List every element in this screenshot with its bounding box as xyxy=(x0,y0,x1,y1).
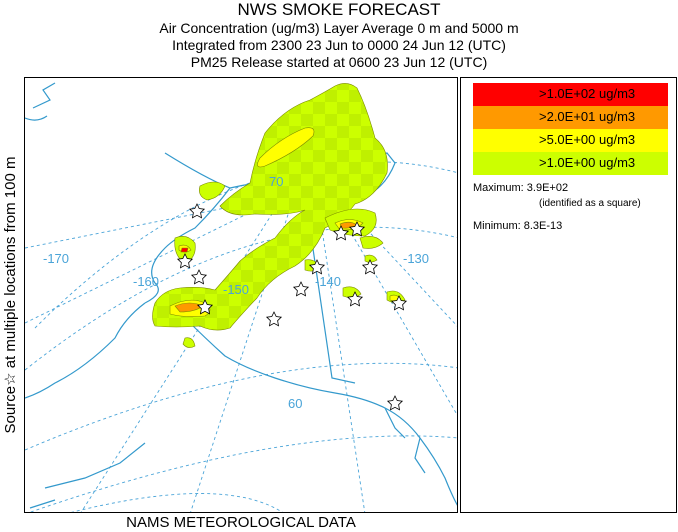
source-star-icon xyxy=(188,203,206,219)
smoke-plume xyxy=(152,83,406,348)
legend-swatch xyxy=(473,152,668,175)
legend-swatch xyxy=(473,129,668,152)
lat-label-60: 60 xyxy=(288,396,302,411)
source-markers xyxy=(176,203,408,411)
legend-item: >2.0E+01 ug/m3 xyxy=(473,106,668,129)
source-star-icon xyxy=(390,295,408,311)
source-star-icon xyxy=(348,221,366,237)
legend-item: >1.0E+00 ug/m3 xyxy=(473,152,668,175)
plume-mid-concentration xyxy=(257,127,315,168)
source-star-icon xyxy=(332,225,350,241)
source-star-icon xyxy=(265,311,283,327)
maximum-note: (identified as a square) xyxy=(539,198,641,209)
map-canvas: 70 60 -170 -160 -150 -140 -130 xyxy=(25,82,457,512)
legend-panel: >1.0E+02 ug/m3 >2.0E+01 ug/m3 >5.0E+00 u… xyxy=(460,77,677,513)
source-star-icon xyxy=(308,259,326,275)
source-star-icon xyxy=(386,395,404,411)
source-star-icon xyxy=(176,253,194,269)
source-label: Source☆ at multiple locations from 100 m xyxy=(2,156,19,434)
legend-swatch xyxy=(473,83,668,106)
legend-label: >1.0E+02 ug/m3 xyxy=(539,86,636,101)
lon-label-130: -130 xyxy=(403,251,429,266)
source-star-icon xyxy=(196,299,214,315)
grid-labels: 70 60 -170 -160 -150 -140 -130 xyxy=(43,174,429,411)
lat-label-70: 70 xyxy=(269,174,283,189)
source-star-icon xyxy=(361,259,379,275)
data-source-footer: NAMS METEOROLOGICAL DATA xyxy=(126,514,356,531)
lon-label-160: -160 xyxy=(133,274,159,289)
plume-low-concentration xyxy=(152,83,388,331)
source-star-icon xyxy=(346,291,364,307)
source-star-icon xyxy=(190,269,208,285)
integration-period: Integrated from 2300 23 Jun to 0000 24 J… xyxy=(172,37,506,53)
legend-item: >1.0E+02 ug/m3 xyxy=(473,83,668,106)
minimum-value: Minimum: 8.3E-13 xyxy=(473,220,563,232)
source-label-container: Source☆ at multiple locations from 100 m xyxy=(0,77,22,513)
maximum-value: Maximum: 3.9E+02 xyxy=(473,182,569,194)
source-star-icon xyxy=(292,281,310,297)
smoke-map: 70 60 -170 -160 -150 -140 -130 xyxy=(24,77,458,513)
legend-label: >1.0E+00 ug/m3 xyxy=(539,155,636,170)
lon-label-150: -150 xyxy=(223,282,249,297)
legend-swatch xyxy=(473,106,668,129)
release-start: PM25 Release started at 0600 23 Jun 12 (… xyxy=(190,54,488,70)
lon-label-170: -170 xyxy=(43,251,69,266)
legend-label: >5.0E+00 ug/m3 xyxy=(539,132,636,147)
lon-label-140: -140 xyxy=(315,274,341,289)
map-title: NWS SMOKE FORECAST xyxy=(237,0,441,19)
concentration-subtitle: Air Concentration (ug/m3) Layer Average … xyxy=(159,20,519,36)
legend-label: >2.0E+01 ug/m3 xyxy=(539,109,636,124)
legend-item: >5.0E+00 ug/m3 xyxy=(473,129,668,152)
